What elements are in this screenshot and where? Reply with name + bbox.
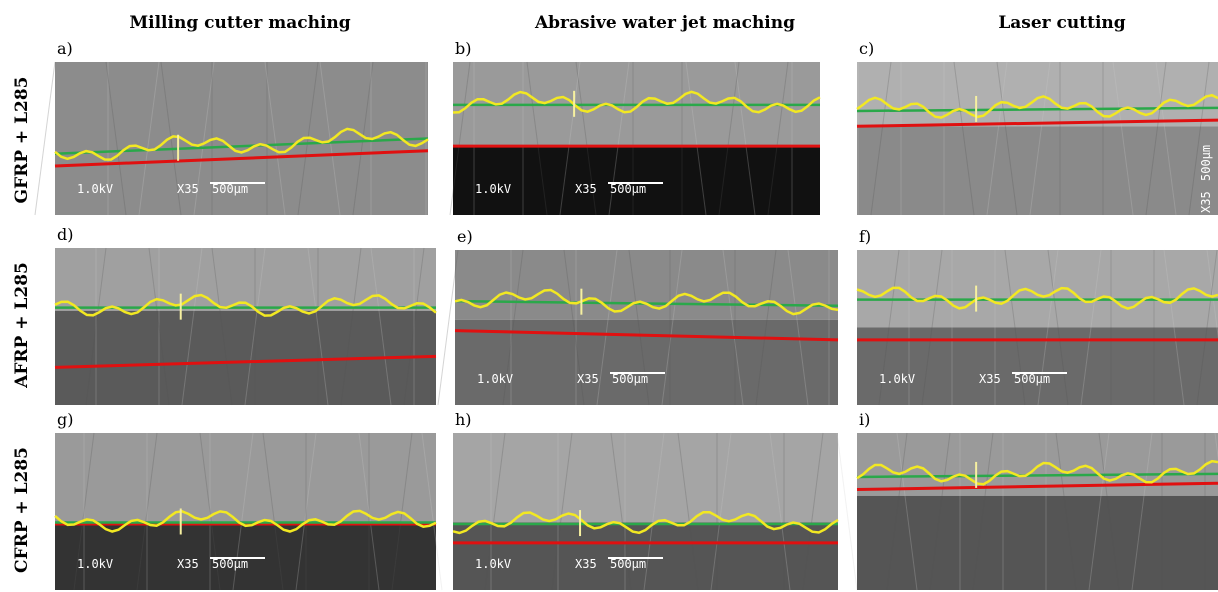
micrograph [55, 248, 436, 405]
column-header: Abrasive water jet maching [534, 13, 795, 33]
panel-label: i) [859, 410, 870, 429]
magnification: X35 [575, 557, 597, 571]
image-top [455, 250, 838, 320]
panel-label: f) [859, 227, 871, 246]
panel-label: d) [57, 225, 73, 244]
image-top [857, 62, 1218, 126]
scale: 500μm [612, 372, 648, 386]
image-bottom [857, 126, 1218, 215]
image-top [453, 433, 838, 522]
image-bottom [453, 146, 820, 215]
scale: 500μm [610, 557, 646, 571]
micrograph [857, 433, 1218, 590]
voltage: 1.0kV [77, 182, 113, 196]
row-label: CFRP + L285 [12, 447, 32, 573]
image-top [55, 248, 436, 311]
panel-label: g) [57, 410, 73, 429]
image-top [857, 250, 1218, 328]
image-top [55, 433, 436, 524]
scale: 500μm [610, 182, 646, 196]
magnification: X35 [577, 372, 599, 386]
micrograph [453, 433, 857, 590]
micrograph [857, 62, 1218, 215]
scale: 500μm [1014, 372, 1050, 386]
magnification: X35 [177, 182, 199, 196]
magnification: X35 [177, 557, 199, 571]
magnification: X35 [1199, 191, 1213, 213]
panel-label: a) [57, 39, 73, 58]
panel-label: b) [455, 39, 471, 58]
row-label: GFRP + L285 [12, 76, 32, 203]
scale: 500μm [212, 557, 248, 571]
voltage: 1.0kV [475, 182, 511, 196]
row-label: AFRP + L285 [12, 262, 32, 389]
voltage: 1.0kV [77, 557, 113, 571]
magnification: X35 [979, 372, 1001, 386]
scale: 500μm [212, 182, 248, 196]
panel-label: c) [859, 39, 874, 58]
panel-label: h) [455, 410, 472, 429]
scale: 500μm [1199, 145, 1213, 181]
column-header: Milling cutter maching [129, 13, 350, 33]
panel-label: e) [457, 227, 473, 246]
voltage: 1.0kV [879, 372, 915, 386]
figure: Milling cutter maching Abrasive water jet… [0, 0, 1218, 592]
column-header: Laser cutting [998, 13, 1125, 33]
voltage: 1.0kV [475, 557, 511, 571]
voltage: 1.0kV [477, 372, 513, 386]
magnification: X35 [575, 182, 597, 196]
